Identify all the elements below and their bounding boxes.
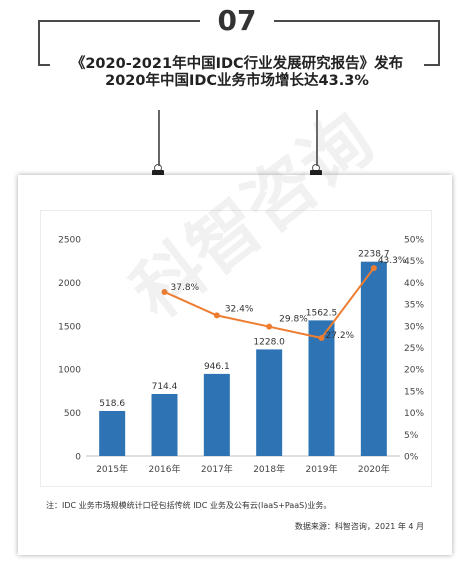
y-right-tick-label: 15% (404, 387, 424, 397)
y-left-tick-label: 1500 (58, 322, 81, 332)
y-left-tick-label: 0 (75, 453, 81, 463)
hanger-wire-left (158, 110, 160, 166)
y-right-tick-label: 35% (404, 301, 424, 311)
bar-value-label: 518.6 (99, 399, 125, 409)
bar (151, 393, 178, 456)
bar-value-label: 2238.7 (358, 250, 390, 260)
bar (203, 373, 230, 456)
y-left-tick-label: 2000 (58, 279, 81, 289)
y-right-tick-label: 45% (404, 257, 424, 267)
y-right-tick-label: 50% (404, 236, 424, 246)
bar-value-label: 1562.5 (306, 308, 338, 318)
binder-clip-left-icon (152, 164, 164, 178)
growth-rate-label: 43.3% (378, 256, 407, 266)
headline-line-1: 《2020-2021年中国IDC行业发展研究报告》发布 (70, 56, 404, 72)
y-right-tick-label: 10% (404, 409, 424, 419)
x-tick-label: 2017年 (201, 463, 233, 475)
growth-rate-point (266, 323, 273, 330)
growth-rate-point (161, 288, 168, 295)
x-tick-label: 2020年 (358, 463, 390, 475)
y-right-tick-label: 25% (404, 344, 424, 354)
bar-value-label: 946.1 (204, 362, 230, 372)
headline: 《2020-2021年中国IDC行业发展研究报告》发布 2020年中国IDC业务… (40, 56, 434, 90)
y-left-tick-label: 500 (64, 409, 81, 419)
bar-value-label: 714.4 (152, 382, 178, 392)
y-left-tick-label: 2500 (58, 236, 81, 246)
data-source: 数据来源：科智咨询，2021 年 4 月 (294, 522, 424, 531)
growth-rate-label: 32.4% (225, 304, 254, 314)
x-tick-label: 2015年 (96, 463, 128, 475)
binder-clip-right-icon (310, 164, 322, 178)
headline-line-2: 2020年中国IDC业务市场增长达43.3% (105, 73, 369, 89)
y-right-tick-label: 20% (404, 366, 424, 376)
bar (99, 410, 126, 456)
section-number-badge: 07 (200, 4, 274, 38)
y-right-tick-label: 30% (404, 322, 424, 332)
x-tick-label: 2016年 (149, 463, 181, 475)
bar (308, 320, 335, 456)
growth-rate-label: 29.8% (279, 315, 308, 325)
x-tick-label: 2018年 (253, 463, 285, 475)
x-tick-label: 2019年 (306, 463, 338, 475)
frame-tail-right (424, 64, 438, 66)
y-left-tick-label: 1000 (58, 366, 81, 376)
growth-rate-label: 37.8% (171, 283, 200, 293)
bar (256, 349, 283, 456)
growth-rate-label: 27.2% (326, 331, 355, 341)
frame-tail-left (38, 64, 50, 66)
bar (360, 261, 387, 456)
hanger-wire-right (316, 110, 318, 166)
bar-value-label: 1228.0 (253, 337, 285, 347)
y-right-tick-label: 40% (404, 279, 424, 289)
growth-rate-point (213, 312, 220, 319)
growth-rate-point (318, 334, 325, 341)
y-right-tick-label: 5% (404, 431, 419, 441)
footnote: 注：IDC 业务市场规模统计口径包括传统 IDC 业务及公有云(IaaS+Paa… (46, 501, 332, 510)
growth-rate-point (370, 265, 377, 272)
y-right-tick-label: 0% (404, 453, 419, 463)
